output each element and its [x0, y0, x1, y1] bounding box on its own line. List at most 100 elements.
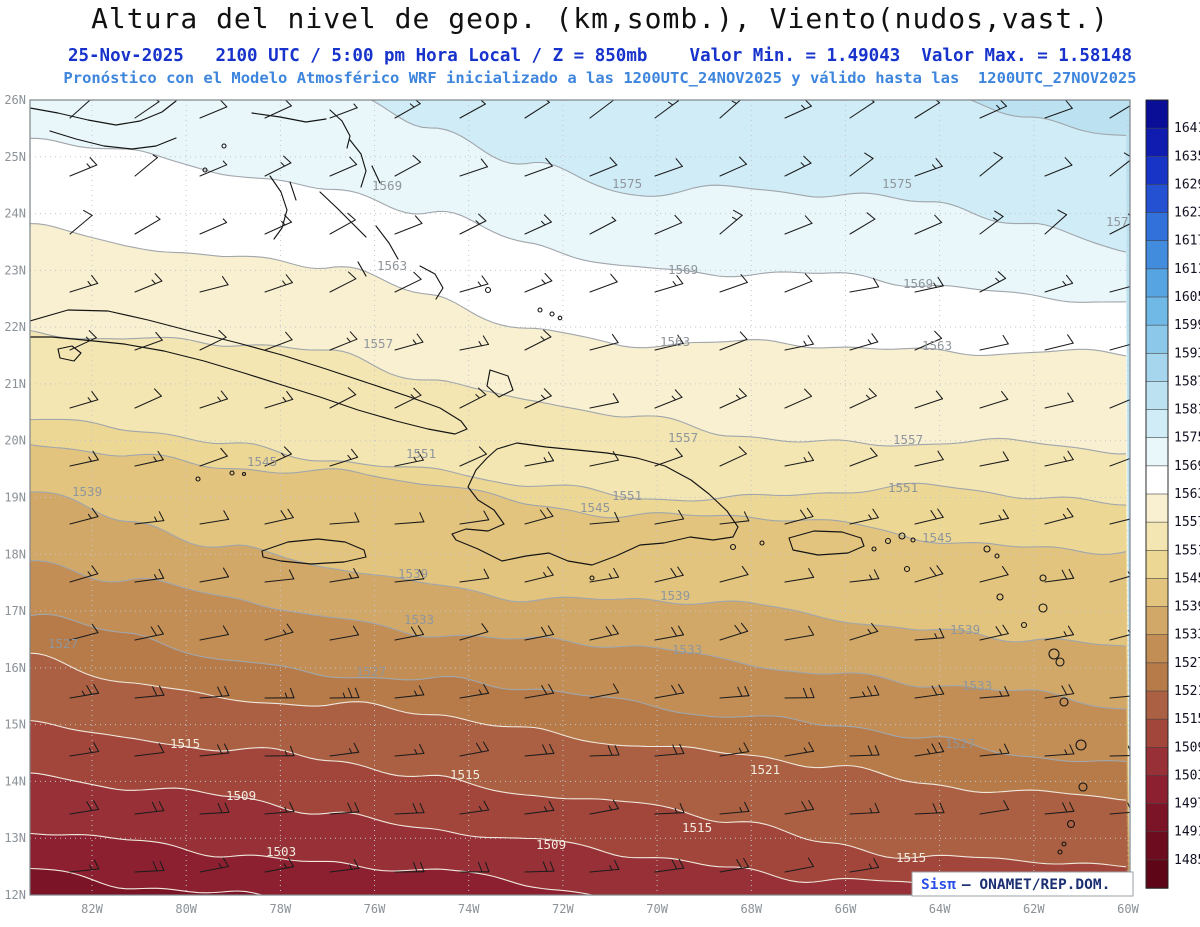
- contour-label: 1539: [398, 566, 428, 581]
- lat-tick-label: 14N: [4, 774, 26, 788]
- contour-label: 1515: [170, 736, 200, 751]
- lat-tick-label: 24N: [4, 207, 26, 221]
- contour-label: 1515: [682, 820, 712, 835]
- colorbar-cell: [1145, 212, 1169, 242]
- lon-tick-label: 72W: [552, 902, 574, 916]
- contour-label: 1569: [903, 276, 933, 291]
- contour-label: 1575: [882, 176, 912, 191]
- contour-label: 1545: [247, 454, 277, 469]
- map-frame: [29, 99, 1131, 896]
- colorbar-label: 1569: [1174, 459, 1200, 474]
- colorbar-cell: [1145, 409, 1169, 439]
- lat-tick-label: 18N: [4, 547, 26, 561]
- lon-tick-label: 60W: [1117, 902, 1139, 916]
- contour-label: 1515: [450, 767, 480, 782]
- colorbar-cell: [1145, 859, 1169, 889]
- contour-label: 1557: [668, 430, 698, 445]
- colorbar-cell: [1145, 465, 1169, 495]
- band-below-1497: [30, 868, 262, 895]
- contour-label: 1533: [404, 612, 434, 627]
- colorbar-label: 1551: [1174, 543, 1200, 558]
- chart-subtitle-model: Pronóstico con el Modelo Atmosférico WRF…: [63, 69, 1136, 87]
- contour-label: 1539: [950, 622, 980, 637]
- contour-label: 1539: [72, 484, 102, 499]
- lon-tick-label: 70W: [646, 902, 668, 916]
- colorbar-label: 1545: [1174, 571, 1200, 586]
- colorbar-label: 1539: [1174, 600, 1200, 615]
- lat-tick-label: 17N: [4, 604, 26, 618]
- contour-label: 1521: [750, 762, 780, 777]
- lon-tick-label: 74W: [458, 902, 480, 916]
- contour-label: 1575: [1106, 214, 1136, 229]
- colorbar-cell: [1145, 831, 1169, 861]
- watermark-box: [911, 871, 1134, 897]
- colorbar-cell: [1145, 634, 1169, 664]
- colorbar-cell: [1145, 352, 1169, 383]
- contour-label: 1551: [888, 480, 918, 495]
- contour-label: 1563: [377, 258, 407, 273]
- lat-tick-label: 22N: [4, 320, 26, 334]
- colorbar-cell: [1145, 240, 1169, 270]
- contour-label: 1515: [896, 850, 926, 865]
- lat-tick-label: 19N: [4, 491, 26, 505]
- lon-tick-label: 62W: [1023, 902, 1045, 916]
- contour-labels: 1569 1575 1575 1575 1563 1569 1569 1557 1563 1563…: [48, 176, 1136, 865]
- contour-label: 1527: [356, 664, 386, 679]
- map-layer: 1569 1575 1575 1575 1563 1569 1569 1557 1563 1563…: [29, 99, 1136, 896]
- colorbar-cell: [1145, 127, 1169, 158]
- watermark-text: – ONAMET/REP.DOM.: [962, 877, 1110, 893]
- lon-tick-label: 66W: [835, 902, 857, 916]
- colorbar-label: 1527: [1174, 656, 1200, 671]
- watermark: Sisπ – ONAMET/REP.DOM.: [911, 871, 1134, 897]
- colorbar-cell: [1145, 296, 1169, 326]
- chart-title: Altura del nivel de geop. (km,somb.), Vi…: [91, 2, 1109, 35]
- colorbar-cell: [1145, 746, 1169, 777]
- contour-label: 1527: [48, 636, 78, 651]
- lon-tick-label: 82W: [81, 902, 103, 916]
- contour-label: 1569: [668, 262, 698, 277]
- colorbar-label: 1509: [1174, 740, 1200, 755]
- colorbar-label: 1599: [1174, 318, 1200, 333]
- colorbar-cell: [1145, 803, 1169, 833]
- contour-label: 1539: [660, 588, 690, 603]
- contour-label: 1509: [226, 788, 256, 803]
- contour-label: 1569: [372, 178, 402, 193]
- colorbar-cell: [1145, 775, 1169, 805]
- lon-tick-label: 78W: [270, 902, 292, 916]
- colorbar-label: 1617: [1174, 234, 1200, 249]
- colorbar-label: 1497: [1174, 797, 1200, 812]
- colorbar-cell: [1145, 606, 1169, 636]
- contour-label: 1527: [945, 736, 975, 751]
- colorbar-cell: [1145, 268, 1169, 298]
- axes-layer: 26N 25N 24N 23N 22N 21N 20N 19N 18N 17N 16N 15N 14N 1…: [4, 93, 1139, 916]
- colorbar-cell: [1145, 662, 1169, 692]
- contour-label: 1545: [922, 530, 952, 545]
- colorbar-cell: [1145, 690, 1169, 720]
- lat-tick-label: 15N: [4, 718, 26, 732]
- contour-label: 1503: [266, 844, 296, 859]
- lat-tick-label: 26N: [4, 93, 26, 107]
- colorbar-label: 1605: [1174, 290, 1200, 305]
- colorbar-cell: [1145, 184, 1169, 214]
- lat-tick-label: 16N: [4, 661, 26, 675]
- lon-tick-label: 76W: [364, 902, 386, 916]
- contour-label: 1533: [962, 678, 992, 693]
- lat-tick-label: 12N: [4, 888, 26, 902]
- colorbar-cell: [1145, 578, 1169, 608]
- colorbar-label: 1623: [1174, 206, 1200, 221]
- colorbar-label: 1629: [1174, 177, 1200, 192]
- grid-lines: [30, 100, 1130, 895]
- lat-tick-label: 25N: [4, 150, 26, 164]
- lat-tick-label: 20N: [4, 434, 26, 448]
- contour-label: 1557: [893, 432, 923, 447]
- contour-label: 1575: [612, 176, 642, 191]
- colorbar-label: 1575: [1174, 431, 1200, 446]
- colorbar-label: 1485: [1174, 853, 1200, 868]
- contour-label: 1563: [922, 338, 952, 353]
- lat-tick-label: 13N: [4, 831, 26, 845]
